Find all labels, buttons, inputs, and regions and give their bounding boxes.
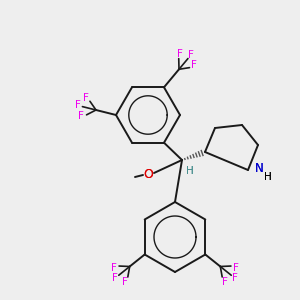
Text: N: N (255, 161, 263, 175)
Text: N: N (255, 161, 263, 175)
Text: F: F (122, 277, 128, 286)
Text: F: F (111, 262, 117, 273)
Text: F: F (112, 273, 118, 284)
Text: O: O (143, 167, 153, 181)
Text: H: H (264, 172, 272, 182)
Text: F: F (178, 49, 183, 58)
Text: H: H (186, 166, 194, 176)
Text: F: F (233, 262, 239, 273)
Text: F: F (232, 273, 238, 284)
Text: F: F (188, 50, 194, 60)
Text: F: F (191, 60, 197, 70)
Text: F: F (82, 93, 88, 103)
Text: F: F (222, 277, 228, 286)
Text: F: F (75, 100, 80, 110)
Text: H: H (186, 166, 194, 176)
Text: O: O (143, 167, 153, 181)
Text: F: F (78, 111, 84, 121)
Text: H: H (264, 172, 272, 182)
